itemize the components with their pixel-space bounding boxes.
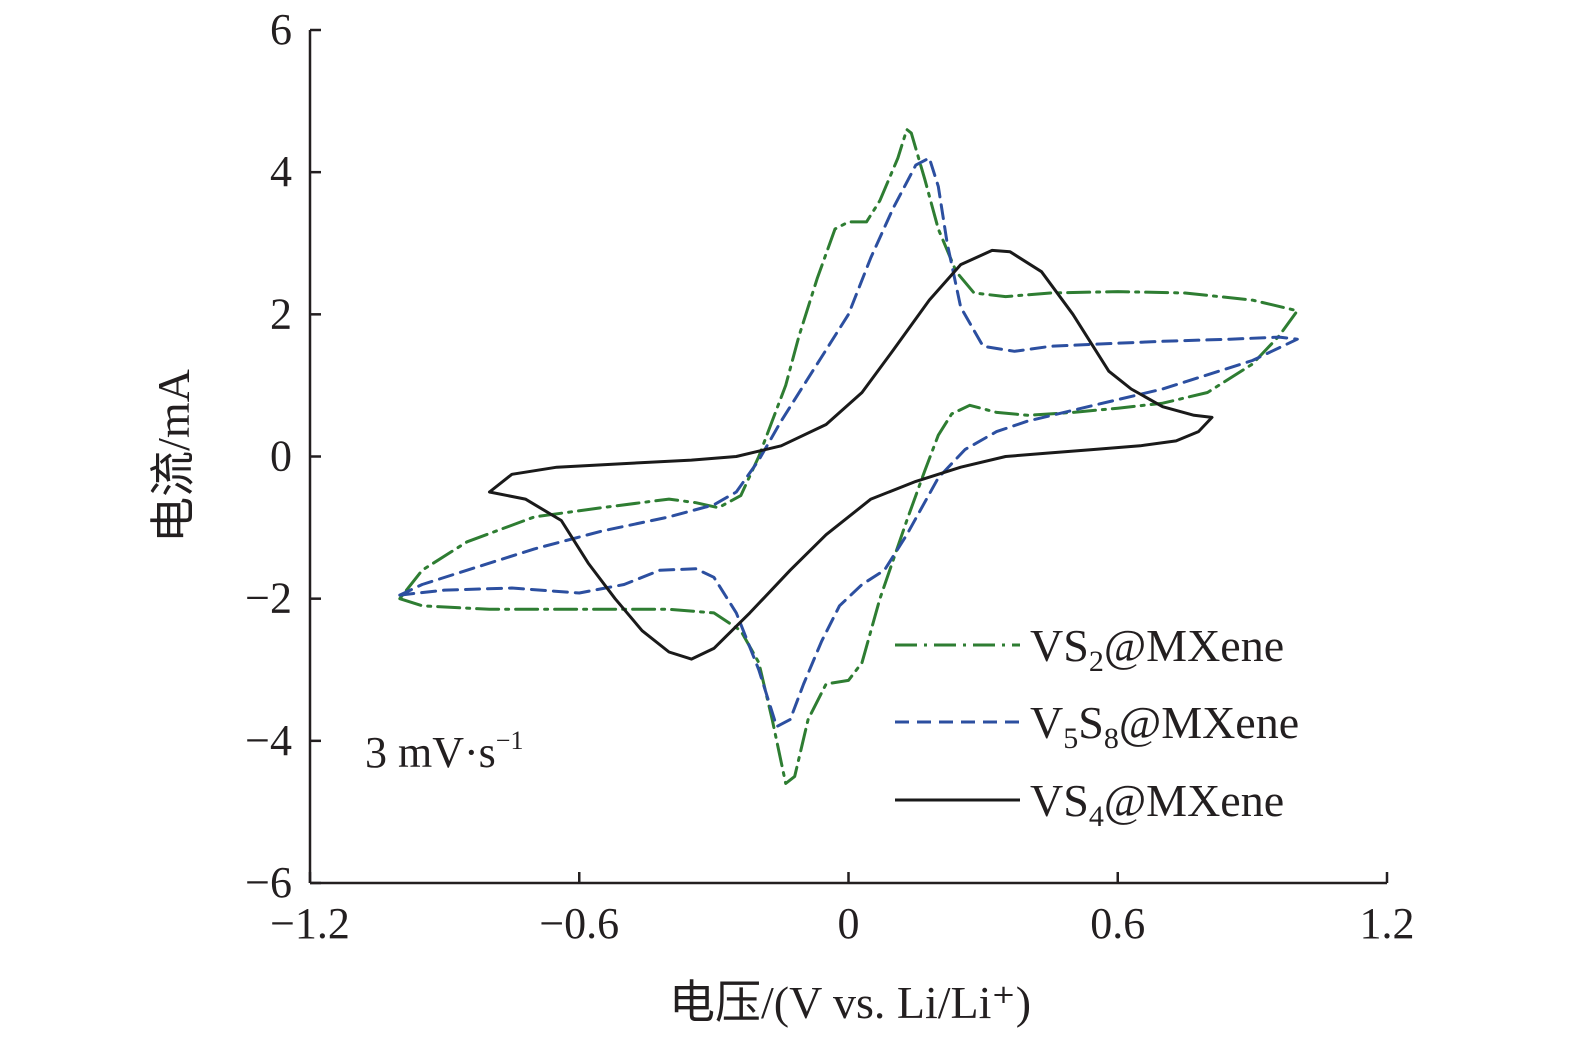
y-axis-title: 电流/mA <box>148 369 199 543</box>
x-tick-label: −1.2 <box>270 899 350 948</box>
legend-text-part: VS <box>1030 775 1089 826</box>
x-tick-label: 1.2 <box>1360 899 1415 948</box>
y-tick-label: 6 <box>270 5 292 54</box>
legend-subscript: 8 <box>1104 722 1119 755</box>
y-tick-label: 0 <box>270 432 292 481</box>
scan-rate-value: 3 mV·s <box>365 728 496 777</box>
y-tick-label: −4 <box>245 716 292 765</box>
legend-subscript: 2 <box>1089 645 1104 678</box>
series-line-3 <box>488 248 1214 661</box>
y-tick-label: −2 <box>245 574 292 623</box>
x-axis-title: 电压/(V vs. Li/Li⁺) <box>669 977 1031 1028</box>
series-line-1 <box>398 128 1299 785</box>
x-tick-label: −0.6 <box>539 899 619 948</box>
tick-labels: −6 −4 −2 0 2 4 6 −1.2 −0.6 0 0.6 1.2 <box>245 5 1414 948</box>
legend-text-part: @MXene <box>1119 697 1299 748</box>
legend-text-part: V <box>1030 697 1063 748</box>
x-tick-label: 0 <box>838 899 860 948</box>
legend-subscript: 4 <box>1089 800 1104 833</box>
legend-subscript: 5 <box>1063 722 1078 755</box>
legend-label-2: V5S8@MXene <box>1030 697 1299 755</box>
legend-text-part: @MXene <box>1104 620 1284 671</box>
legend-text-part: S <box>1078 697 1104 748</box>
legend-label-1: VS2@MXene <box>1030 620 1284 678</box>
series-layer <box>398 128 1299 785</box>
legend-text-part: @MXene <box>1104 775 1284 826</box>
legend-label-3: VS4@MXene <box>1030 775 1284 833</box>
y-tick-label: 2 <box>270 289 292 338</box>
legend-text-part: VS <box>1030 620 1089 671</box>
scan-rate-annotation: 3 mV·s−1 <box>365 726 523 777</box>
y-tick-label: 4 <box>270 147 292 196</box>
y-tick-label: −6 <box>245 858 292 907</box>
axes <box>308 28 1389 885</box>
scan-rate-superscript: −1 <box>496 726 524 755</box>
series-line-2 <box>398 156 1299 729</box>
x-tick-label: 0.6 <box>1090 899 1145 948</box>
